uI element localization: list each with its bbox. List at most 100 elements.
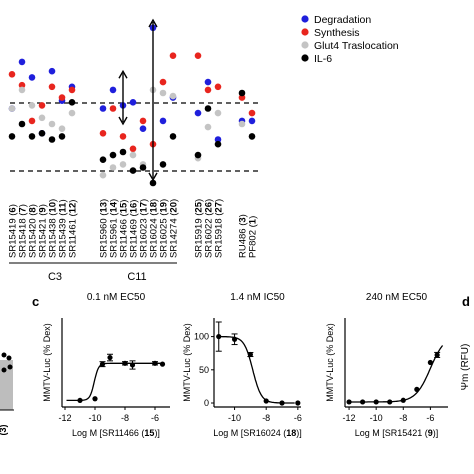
compound-label-sr15919: SR15919 (25)	[194, 199, 205, 258]
point-degradation-sr15919	[194, 109, 202, 117]
compound-label-sr16023: SR16023 (17)	[139, 199, 150, 258]
compound-label-sr16022: SR16022 (26)	[204, 199, 215, 258]
panel-c2-xlabel: Log M [SR16024 (18)]	[213, 428, 302, 438]
legend-marker-il6	[301, 54, 309, 62]
group-bracket-c11: C11	[96, 262, 177, 283]
compound-label-sr15961: SR15961 (14)	[109, 199, 120, 258]
point-il-6-sr16025	[159, 161, 167, 168]
point-degradation-sr15918	[214, 136, 222, 143]
compound-label-sr15960: SR15960 (13)	[99, 199, 110, 258]
panel-c3-fit-curve	[349, 345, 444, 403]
panel-c3-data-point	[414, 386, 420, 392]
panel-a: SR15419 (6)SR15418 (7)SR15420 (8)SR15421…	[8, 14, 399, 283]
arrow-head-down-2	[148, 172, 158, 182]
panel-c1-data-point	[77, 397, 83, 404]
point-synthesis-sr15960	[99, 130, 107, 137]
group-label-c3: C3	[48, 271, 62, 283]
panel-c3-xtick-label: -8	[399, 413, 407, 423]
point-degradation-sr15960	[99, 105, 107, 112]
point-synthesis-sr15439	[58, 94, 66, 101]
panel-c1-data-point	[159, 361, 166, 367]
panel-c1-data-point	[152, 360, 158, 366]
point-synthesis-sr15420	[28, 117, 36, 125]
panel-c1-xtick-label: -6	[151, 413, 159, 423]
point-synthesis-sr16025	[159, 78, 167, 86]
point-il-6-sr11466	[119, 148, 127, 156]
panel-c2-xtick-label: -6	[294, 413, 302, 423]
point-il-6-sr11469	[129, 167, 137, 174]
legend-marker-degradation	[301, 15, 309, 23]
panel-c2-data-point	[247, 351, 253, 358]
scatter-points	[8, 24, 256, 187]
point-synthesis-sr14274	[169, 52, 177, 59]
bar-partial-point	[1, 367, 7, 373]
compound-label-sr15438: SR15438 (10)	[48, 199, 59, 258]
panel-c1-ylabel: MMTV-Luc (% Dex)	[42, 323, 52, 402]
panel-c3-ylabel: MMTV-Luc (% Dex)	[325, 323, 335, 402]
panel-c3-data-point	[373, 399, 379, 405]
panel-c3-data-point	[346, 399, 352, 405]
point-synthesis-sr11461	[68, 86, 76, 94]
point-glut4-traslocation-sr11469	[129, 151, 137, 159]
point-glut4-traslocation-sr14274	[169, 92, 177, 100]
point-synthesis-sr15418	[18, 81, 26, 89]
point-glut4-traslocation-ru486	[238, 120, 246, 128]
legend-label-glut4: Glut4 Traslocation	[314, 40, 399, 52]
panel-c3-xlabel: Log M [SR15421 (9)]	[355, 428, 439, 438]
compound-label-sr16025: SR16025 (19)	[159, 199, 170, 258]
compound-label-sr15418: SR15418 (7)	[18, 204, 29, 258]
panel-c2-ylabel: MMTV-Luc (% Dex)	[182, 323, 192, 402]
panel-c3-xtick-label: -12	[343, 413, 356, 423]
point-il-6-sr15961	[109, 151, 117, 159]
point-glut4-traslocation-sr15960	[99, 171, 107, 179]
compound-label-sr15421: SR15421 (9)	[38, 204, 49, 258]
compound-label-sr15918: SR15918 (27)	[214, 199, 225, 258]
point-il-6-sr16022	[204, 105, 212, 112]
point-glut4-traslocation-sr15419	[8, 105, 16, 112]
point-il-6-sr16024	[149, 179, 157, 187]
panel-c1-xtick-label: -10	[88, 413, 101, 423]
point-il-6-sr15960	[99, 156, 107, 163]
point-degradation-sr15961	[109, 86, 117, 94]
point-synthesis-sr15421	[38, 102, 46, 109]
panel-c3-xtick-label: -10	[370, 413, 383, 423]
point-synthesis-sr15919	[194, 52, 202, 59]
panel-c2-title: 1.4 nM IC50	[230, 292, 285, 303]
point-glut4-traslocation-sr15961	[109, 164, 117, 171]
panel-c1-data-point	[122, 360, 128, 366]
panel-c1-xlabel: Log M [SR11466 (15)]	[72, 428, 160, 438]
point-synthesis-sr15438	[48, 83, 56, 91]
legend-label-il6: IL-6	[314, 53, 332, 65]
panel-b-partial: (3)	[0, 352, 14, 436]
panel-c2-xtick-label: -8	[262, 413, 270, 423]
legend: Degradation Synthesis Glut4 Traslocation…	[301, 14, 399, 65]
point-synthesis-sr15918	[214, 83, 222, 91]
point-degradation-pf802	[248, 117, 256, 125]
compound-label-ru486: RU486 (3)	[238, 214, 249, 258]
point-glut4-traslocation-sr15421	[38, 114, 46, 122]
compound-label-sr11461: SR11461 (12)	[68, 200, 79, 258]
panel-c2-data-point	[295, 400, 301, 406]
point-il-6-ru486	[238, 89, 246, 97]
panel-d-ylabel: Ψm (RFU)	[460, 344, 471, 391]
point-il-6-sr15420	[28, 133, 36, 140]
point-glut4-traslocation-sr15420	[28, 102, 36, 109]
arrow-head-up-2	[148, 18, 158, 28]
panel-c3-data-point	[387, 399, 393, 405]
panel-c2-ytick-label: 100	[194, 332, 209, 342]
point-glut4-traslocation-sr11461	[68, 109, 76, 117]
panel-c1-data-point	[92, 396, 98, 402]
bar-partial-point	[1, 352, 7, 358]
point-glut4-traslocation-sr16022	[204, 123, 212, 131]
panel-c2-data-point	[263, 398, 269, 404]
panel-c1-xtick-label: -12	[58, 413, 71, 423]
point-il-6-pf802	[248, 133, 256, 140]
panel-c3-data-point	[427, 359, 433, 366]
point-degradation-sr11469	[129, 99, 137, 106]
compound-label-sr16024: SR16024 (18)	[149, 199, 160, 258]
compound-label-sr15419: SR15419 (6)	[8, 204, 19, 258]
point-degradation-sr16022	[204, 78, 212, 86]
point-glut4-traslocation-sr16025	[159, 89, 167, 97]
point-glut4-traslocation-sr15438	[48, 120, 56, 128]
